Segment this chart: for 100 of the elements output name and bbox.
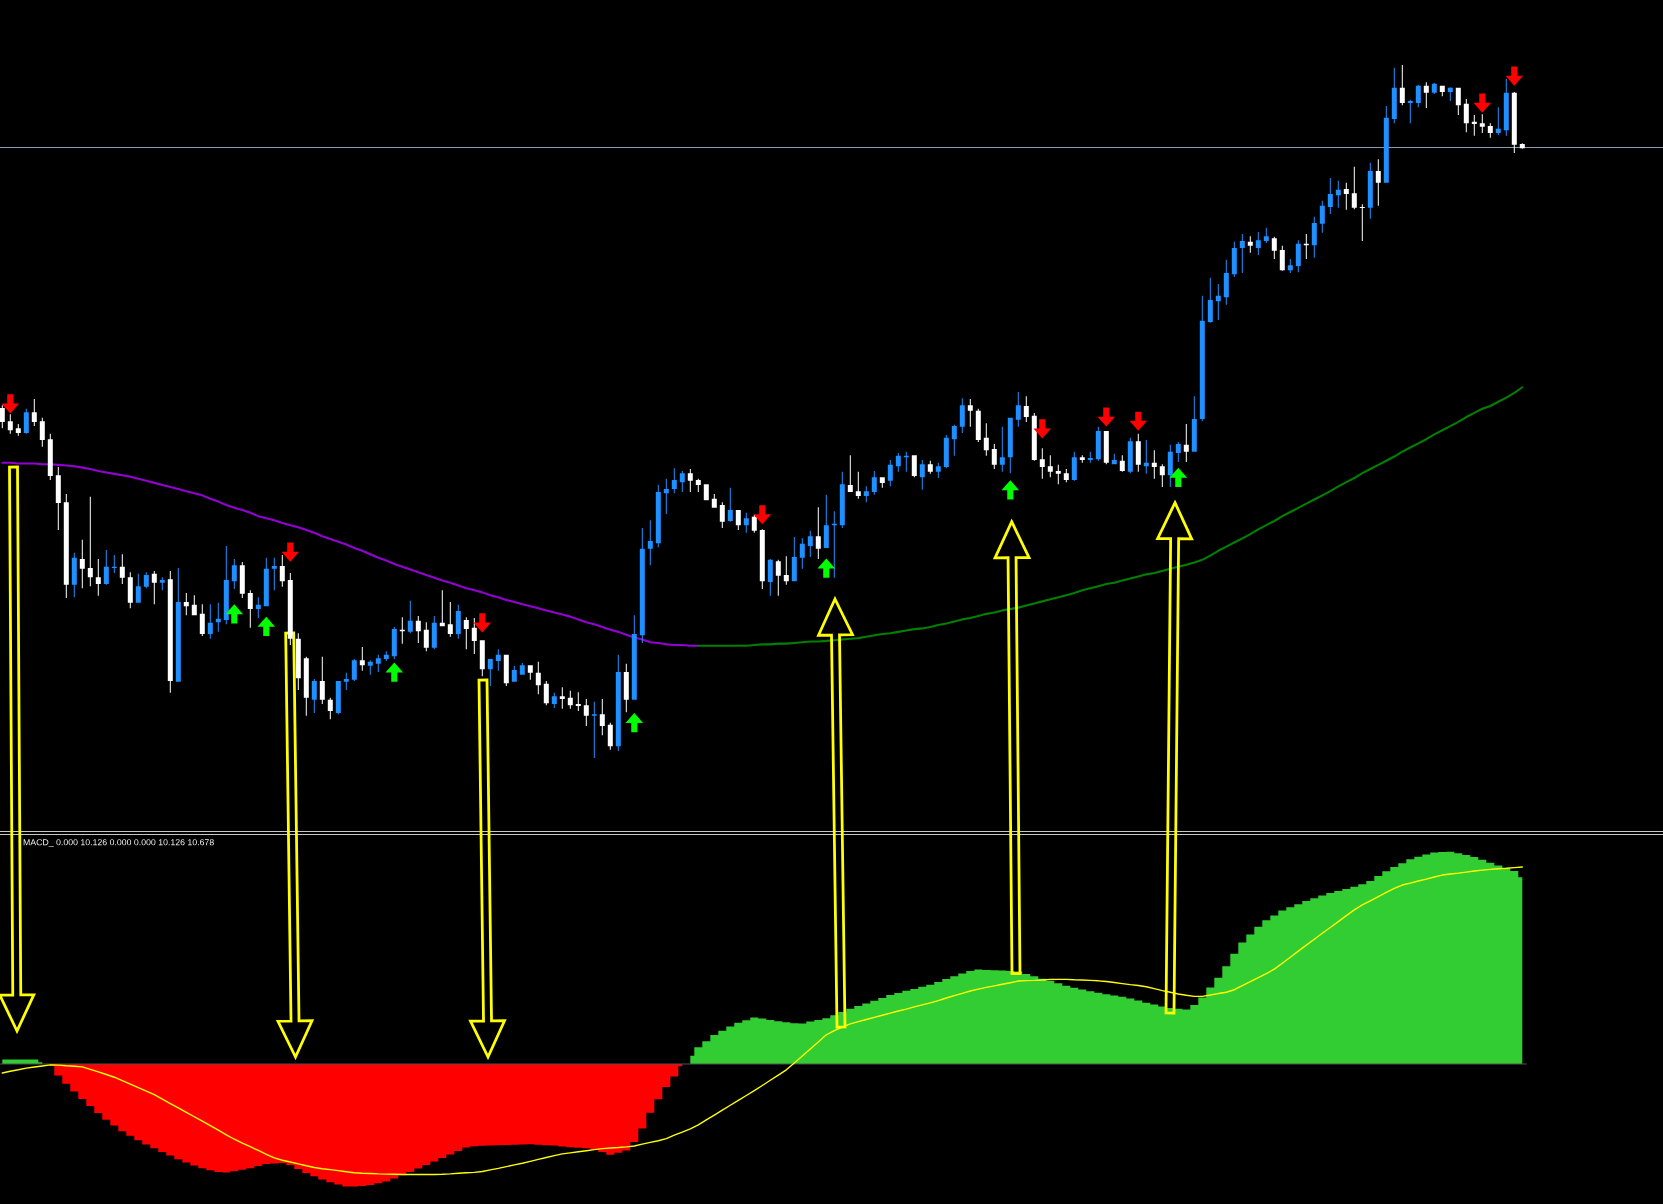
candlestick <box>871 471 877 495</box>
candlestick <box>631 615 637 700</box>
candlestick <box>247 590 253 628</box>
point <box>257 616 276 636</box>
point <box>473 613 492 633</box>
chart-title: MACD_ 0.000 10.126 0.000 0.000 10.126 10.678 <box>23 839 214 847</box>
candlestick <box>807 530 813 558</box>
candlestick <box>839 471 845 528</box>
candlestick <box>639 527 645 643</box>
candlestick <box>7 414 13 434</box>
candlestick <box>151 570 157 605</box>
candlestick <box>759 529 765 589</box>
candlestick <box>671 468 677 494</box>
candlestick <box>223 545 229 625</box>
candlestick <box>39 417 45 447</box>
candlestick <box>119 554 125 585</box>
candlestick <box>943 435 949 469</box>
candlestick <box>1311 216 1317 258</box>
candlestick <box>1423 82 1429 108</box>
point <box>753 505 772 525</box>
candlestick <box>239 561 245 598</box>
candlestick <box>1303 234 1309 260</box>
candlestick <box>1103 430 1109 465</box>
candlestick <box>271 557 277 591</box>
candlestick <box>127 572 133 609</box>
candlestick <box>1175 441 1181 463</box>
candlestick <box>767 559 773 596</box>
candlestick <box>623 663 629 713</box>
candlestick <box>1151 450 1157 479</box>
point <box>385 662 404 682</box>
candlestick <box>1207 277 1213 323</box>
candlestick <box>303 656 309 716</box>
candlestick <box>335 681 341 715</box>
candlestick <box>1287 259 1293 273</box>
candlestick <box>311 679 317 713</box>
candlestick <box>927 460 933 474</box>
candlestick <box>495 649 501 671</box>
candlestick <box>1055 464 1061 485</box>
candlestick <box>999 426 1005 472</box>
candlestick <box>1479 114 1485 133</box>
candlestick <box>959 398 965 433</box>
candlestick <box>919 460 925 490</box>
candlestick <box>1431 83 1437 95</box>
candlestick <box>79 539 85 589</box>
candlestick <box>263 557 269 607</box>
candlestick <box>1167 444 1173 488</box>
candlestick <box>615 654 621 752</box>
candlestick <box>1511 92 1517 154</box>
candlestick <box>815 507 821 560</box>
candlestick <box>711 493 717 508</box>
candlestick <box>1039 448 1045 479</box>
candlestick <box>783 556 789 585</box>
candlestick <box>391 627 397 659</box>
candlestick <box>583 699 589 727</box>
candlestick <box>255 597 261 619</box>
point <box>225 604 244 624</box>
candlestick <box>1351 166 1357 210</box>
point <box>817 558 836 578</box>
candlestick <box>647 520 653 566</box>
candlestick <box>1439 85 1445 97</box>
point <box>625 713 644 733</box>
candlestick <box>1239 234 1245 273</box>
point <box>1097 407 1116 427</box>
candlestick <box>1047 455 1053 478</box>
candlestick <box>23 408 29 434</box>
candlestick <box>31 399 37 427</box>
point <box>281 542 300 562</box>
candlestick <box>1359 204 1365 242</box>
candlestick <box>559 687 565 709</box>
candlestick <box>1231 241 1237 278</box>
candlestick <box>703 484 709 501</box>
candlestick <box>1399 65 1405 106</box>
candlestick <box>863 486 869 503</box>
candlestick <box>63 493 69 598</box>
candlestick <box>1007 417 1013 474</box>
candlestick <box>1223 259 1229 305</box>
candlestick <box>415 615 421 643</box>
candlestick <box>1135 433 1141 472</box>
candlestick <box>855 471 861 499</box>
candlestick <box>1495 107 1501 135</box>
candlestick <box>47 433 53 481</box>
candlestick <box>399 617 405 644</box>
candlestick <box>847 455 853 492</box>
point <box>1033 419 1052 439</box>
candlestick <box>279 554 285 587</box>
candlestick <box>1335 180 1341 208</box>
candlestick <box>439 590 445 627</box>
candlestick <box>1447 87 1453 102</box>
candlestick <box>895 453 901 472</box>
candlestick <box>463 617 469 650</box>
candlestick <box>1487 123 1493 138</box>
candlestick <box>423 622 429 652</box>
candlestick <box>567 690 573 709</box>
candlestick <box>479 640 485 677</box>
candlestick <box>1031 412 1037 461</box>
candlestick <box>1143 439 1149 474</box>
candlestick <box>71 552 77 598</box>
candlestick <box>351 658 357 682</box>
candlestick <box>231 559 237 589</box>
candlestick <box>319 656 325 704</box>
